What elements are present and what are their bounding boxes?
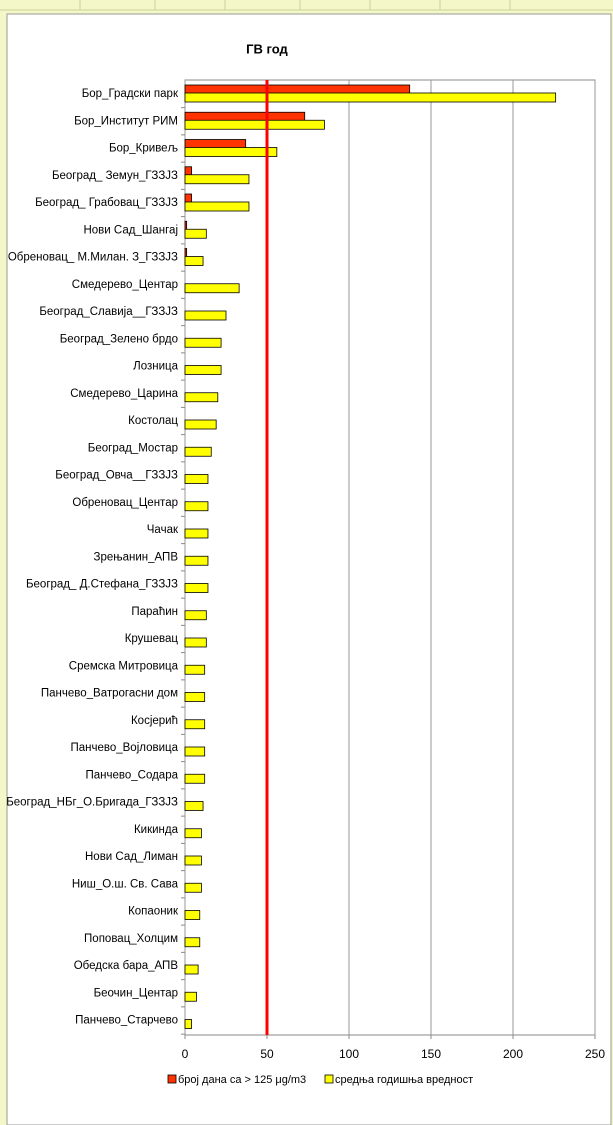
- category-label: Косјерић: [131, 715, 178, 727]
- category-label: Беочин_Центар: [94, 987, 178, 999]
- category-label: Београд_НБг_О.Бригада_ГЗЗЈЗ: [6, 797, 178, 809]
- bar: [184, 610, 207, 621]
- category-label: Сремска Митровица: [69, 660, 179, 672]
- bar: [184, 746, 206, 757]
- bar: [184, 310, 227, 321]
- category-label: Крушевац: [125, 633, 179, 645]
- category-label: Бор_Кривељ: [109, 143, 178, 155]
- bar: [184, 392, 219, 403]
- bar: [184, 365, 222, 375]
- bar: [184, 283, 240, 294]
- legend-label: средња годишња вредност: [335, 1074, 473, 1086]
- category-label: Београд_ Земун_ГЗЗЈЗ: [52, 170, 178, 182]
- legend-swatch: [324, 1074, 334, 1084]
- limit-label: ГВ год: [246, 41, 288, 56]
- bar: [184, 637, 207, 648]
- category-label: Нови Сад_Шангај: [83, 224, 178, 236]
- bar: [184, 1019, 192, 1029]
- category-label: Београд_Зелено брдо: [60, 333, 178, 345]
- plot-area: [184, 79, 596, 1036]
- category-label: Панчево_Војловица: [70, 742, 178, 754]
- bar: [184, 474, 209, 484]
- bar: [184, 583, 209, 593]
- x-tick-label: 100: [339, 1047, 359, 1061]
- category-label: Параћин: [131, 606, 178, 618]
- bar: [184, 147, 278, 157]
- category-label: Копаоник: [128, 906, 179, 918]
- category-label: Београд_ Грабовац_ГЗЗЈЗ: [35, 197, 178, 209]
- category-label: Лозница: [133, 361, 178, 373]
- bar: [184, 555, 209, 566]
- bar: [184, 119, 325, 130]
- category-label: Смедерево_Центар: [72, 279, 178, 291]
- sheet-grid: [0, 0, 613, 11]
- bar: [184, 882, 202, 893]
- bar: [184, 528, 209, 539]
- category-label: Бор_Градски парк: [82, 88, 179, 100]
- bar: [184, 664, 206, 675]
- category-label: Бор_Институт РИМ: [74, 115, 178, 127]
- category-label: Београд_ Д.Стефана_ГЗЗЈЗ: [26, 579, 178, 591]
- bar: [184, 337, 222, 348]
- bar: [184, 446, 212, 457]
- bar: [184, 937, 201, 948]
- category-label: Обедска бара_АПВ: [74, 960, 179, 972]
- category-label: Костолац: [128, 415, 178, 427]
- category-label: Београд_Мостар: [88, 442, 178, 454]
- category-label: Обреновац_ М.Милан. З_ГЗЗЈЗ: [8, 252, 178, 264]
- bar: [184, 228, 207, 239]
- category-label: Ниш_О.ш. Св. Сава: [72, 878, 179, 890]
- category-label: Београд_Овча__ГЗЗЈЗ: [55, 470, 178, 482]
- bar: [184, 991, 197, 1002]
- category-label: Кикинда: [134, 824, 179, 836]
- bar: [184, 801, 204, 811]
- bar: [184, 855, 202, 866]
- bar: [184, 501, 209, 512]
- bar: [184, 92, 557, 103]
- x-tick-label: 200: [503, 1047, 523, 1061]
- bar: [184, 692, 206, 702]
- bar: [184, 910, 201, 920]
- bar: [184, 964, 199, 975]
- category-label: Обреновац_Центар: [72, 497, 178, 509]
- bar: [184, 828, 202, 839]
- category-label: Београд_Славија__ГЗЗЈЗ: [39, 306, 178, 318]
- bar: [184, 419, 217, 430]
- bar: [184, 773, 206, 784]
- category-label: Смедерево_Царина: [70, 388, 178, 400]
- category-label: Зрењанин_АПВ: [94, 551, 179, 563]
- bar: [184, 256, 204, 266]
- x-tick-label: 150: [421, 1047, 441, 1061]
- x-tick-label: 50: [260, 1047, 274, 1061]
- category-label: Панчево_Ватрогасни дом: [41, 688, 178, 700]
- x-tick-label: 250: [585, 1047, 605, 1061]
- bar: [184, 719, 206, 730]
- bar: [184, 174, 250, 185]
- category-label: Чачак: [147, 524, 179, 536]
- x-tick-label: 0: [182, 1047, 189, 1061]
- bar: [184, 201, 250, 212]
- category-label: Нови Сад_Лиман: [85, 851, 178, 863]
- category-label: Панчево_Старчево: [75, 1015, 178, 1027]
- category-label: Панчево_Содара: [85, 769, 178, 781]
- legend-label: број дана са > 125 μg/m3: [178, 1074, 306, 1086]
- category-label: Поповац_Холцим: [84, 933, 178, 945]
- legend-swatch: [167, 1074, 177, 1084]
